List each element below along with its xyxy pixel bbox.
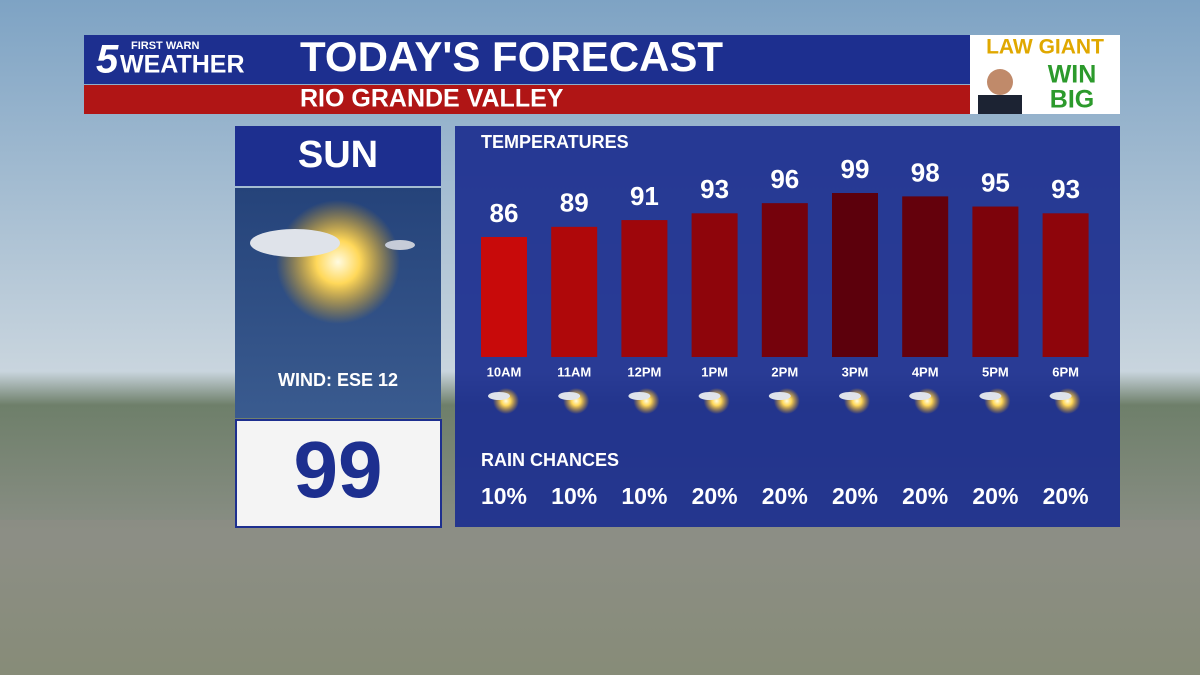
rain-label: 20% <box>972 483 1018 509</box>
cloud-icon <box>628 392 651 400</box>
subtitle: RIO GRANDE VALLEY <box>300 85 564 113</box>
ad-line: BIG <box>1050 86 1094 114</box>
bar <box>621 220 668 357</box>
temp-label: 93 <box>700 174 729 204</box>
sun-icon <box>493 388 519 414</box>
day: SUN <box>298 134 378 176</box>
temp-label: 93 <box>1051 174 1080 204</box>
sun-icon <box>984 388 1011 414</box>
chart-title: TEMPERATURES <box>481 132 629 152</box>
bar <box>902 196 949 357</box>
temp-label: 86 <box>490 198 519 228</box>
cloud-icon <box>909 392 932 400</box>
time-label: 4PM <box>912 364 939 379</box>
ad-person <box>978 95 1022 114</box>
rain-label: 20% <box>902 483 948 509</box>
bar <box>972 206 1019 357</box>
temp-label: 91 <box>630 181 659 211</box>
bar <box>832 193 878 357</box>
time-label: 12PM <box>627 364 661 379</box>
temp-label: 99 <box>841 154 870 184</box>
time-label: 11AM <box>557 364 591 379</box>
time-label: 2PM <box>771 364 798 379</box>
rain-label: 20% <box>832 483 878 509</box>
title: TODAY'S FORECAST <box>300 33 723 80</box>
rain-label: 10% <box>481 483 527 509</box>
sun-icon <box>1054 388 1081 414</box>
cloud-icon <box>250 229 340 257</box>
temp-label: 89 <box>560 188 589 218</box>
bar <box>551 226 598 357</box>
rain-label: 20% <box>1043 483 1089 509</box>
sun-icon <box>563 388 590 414</box>
ad-person <box>987 69 1013 95</box>
time-label: 10AM <box>487 364 522 379</box>
temp-label: 96 <box>770 164 799 194</box>
bar <box>481 237 527 357</box>
city <box>0 520 1200 675</box>
header-bar <box>84 35 970 84</box>
logo-top: FIRST WARN <box>131 40 199 52</box>
rain-label: 20% <box>762 483 808 509</box>
rain-label: 10% <box>551 483 597 509</box>
sun-icon <box>914 388 941 414</box>
time-label: 6PM <box>1052 364 1079 379</box>
cloud-icon <box>488 392 510 400</box>
cloud-icon <box>698 392 721 400</box>
rain-title: RAIN CHANCES <box>481 450 619 470</box>
cloud-icon <box>839 392 861 400</box>
logo-word: WEATHER <box>120 51 245 79</box>
sun-icon <box>703 388 730 414</box>
rain-label: 10% <box>621 483 667 509</box>
high-temp: 99 <box>294 425 383 514</box>
cloud-icon <box>979 392 1002 400</box>
sun-icon <box>844 388 870 414</box>
time-label: 5PM <box>982 364 1009 379</box>
bar <box>1042 213 1089 357</box>
day-box <box>235 126 441 186</box>
sun-icon <box>633 388 660 414</box>
logo-number: 5 <box>96 38 119 82</box>
sun-icon <box>276 200 400 324</box>
time-label: 3PM <box>842 364 869 379</box>
wind: WIND: ESE 12 <box>278 370 398 390</box>
high-box <box>235 419 442 528</box>
cloud-icon <box>768 392 791 400</box>
temp-label: 98 <box>911 157 940 187</box>
cloud-icon <box>558 392 581 400</box>
temp-label: 95 <box>981 167 1010 197</box>
sun-icon <box>773 388 800 414</box>
ad-line: LAW GIANT <box>986 36 1104 59</box>
rain-label: 20% <box>692 483 738 509</box>
ad-line: WIN <box>1048 61 1097 89</box>
bar <box>761 203 808 357</box>
bar <box>691 213 738 357</box>
time-label: 1PM <box>701 364 728 379</box>
subheader-bar <box>84 85 970 114</box>
cloud-icon <box>385 240 415 250</box>
cloud-icon <box>1049 392 1072 400</box>
